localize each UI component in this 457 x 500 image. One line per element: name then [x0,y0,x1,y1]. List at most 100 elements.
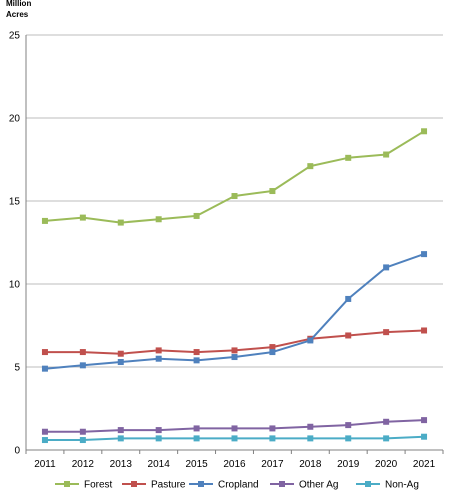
x-tick-label-2013: 2013 [110,459,133,470]
point-pasture-2021 [421,327,428,334]
y-tick-label-0: 0 [14,446,20,457]
legend-marker-cropland [198,481,204,487]
point-other-ag-2019 [345,422,352,429]
point-non-ag-2014 [155,435,162,442]
point-non-ag-2018 [307,435,314,442]
point-pasture-2016 [231,347,238,354]
point-non-ag-2017 [269,435,276,442]
point-forest-2017 [269,188,276,195]
point-cropland-2017 [269,349,276,356]
point-non-ag-2016 [231,435,238,442]
legend-marker-pasture [131,481,137,487]
legend-entry-pasture: Pasture [122,480,186,491]
point-pasture-2017 [269,344,276,351]
legend-label-pasture: Pasture [151,480,186,491]
point-cropland-2013 [117,359,124,366]
legend-marker-forest [64,481,70,487]
x-tick-label-2019: 2019 [337,459,360,470]
legend-label-non-ag: Non-Ag [385,480,419,491]
point-non-ag-2015 [193,435,200,442]
y-tick-label-10: 10 [9,280,21,291]
point-cropland-2021 [421,251,428,258]
series-non-ag [41,433,428,444]
series-forest [41,128,428,226]
x-tick-label-2016: 2016 [223,459,246,470]
point-other-ag-2013 [117,427,124,434]
point-forest-2018 [307,163,314,170]
point-cropland-2020 [383,264,390,271]
y-axis-label: Million Acres [6,0,31,19]
legend: Forest Pasture Cropland Other Ag Non-Ag [55,480,419,491]
x-tick-label-2012: 2012 [72,459,95,470]
series-pasture [41,327,428,357]
point-non-ag-2011 [41,437,48,444]
point-non-ag-2012 [79,437,86,444]
point-forest-2014 [155,216,162,223]
series [41,128,428,444]
point-pasture-2019 [345,332,352,339]
point-other-ag-2017 [269,425,276,432]
x-tick-labels: 2011 2012 2013 2014 2015 2016 2017 2018 2019 2020… [34,459,435,470]
point-forest-2019 [345,154,352,161]
legend-marker-non-ag [365,481,371,487]
legend-label-forest: Forest [84,480,113,491]
series-cropland [41,251,428,372]
point-cropland-2016 [231,354,238,361]
point-forest-2021 [421,128,428,135]
legend-marker-other-ag [279,481,285,487]
point-pasture-2015 [193,349,200,356]
point-non-ag-2021 [421,433,428,440]
legend-label-cropland: Cropland [218,480,259,491]
point-other-ag-2011 [41,428,48,435]
legend-label-other-ag: Other Ag [299,480,338,491]
point-non-ag-2020 [383,435,390,442]
point-other-ag-2016 [231,425,238,432]
point-forest-2011 [41,217,48,224]
point-pasture-2020 [383,329,390,336]
y-tick-label-25: 25 [9,31,21,42]
y-tick-label-15: 15 [9,197,21,208]
point-non-ag-2013 [117,435,124,442]
point-other-ag-2018 [307,423,314,430]
legend-entry-cropland: Cropland [189,480,259,491]
point-forest-2012 [79,214,86,221]
point-cropland-2012 [79,362,86,369]
series-other-ag [41,417,428,435]
point-other-ag-2014 [155,427,162,434]
y-tick-labels: 0 5 10 15 20 25 [9,31,21,457]
y-tick-label-20: 20 [9,114,21,125]
x-tick-label-2014: 2014 [148,459,171,470]
legend-entry-other-ag: Other Ag [270,480,338,491]
point-other-ag-2015 [193,425,200,432]
point-other-ag-2012 [79,428,86,435]
x-tick-label-2015: 2015 [185,459,208,470]
point-cropland-2011 [41,365,48,372]
y-axis-label-line-2: Acres [6,10,29,19]
x-tick-label-2021: 2021 [413,459,436,470]
point-forest-2013 [117,219,124,226]
point-forest-2015 [193,212,200,219]
gridlines [26,34,443,368]
x-tick-label-2020: 2020 [375,459,398,470]
legend-entry-forest: Forest [55,480,113,491]
point-pasture-2012 [79,349,86,356]
axes [25,35,444,454]
y-tick-label-5: 5 [14,363,20,374]
series-line-forest [44,130,425,224]
point-other-ag-2020 [383,418,390,425]
point-forest-2020 [383,151,390,158]
legend-entry-non-ag: Non-Ag [356,480,419,491]
point-cropland-2019 [345,295,352,302]
x-tick-label-2018: 2018 [299,459,322,470]
point-pasture-2011 [41,349,48,356]
point-non-ag-2019 [345,435,352,442]
point-forest-2016 [231,193,238,200]
point-other-ag-2021 [421,417,428,424]
point-cropland-2015 [193,357,200,364]
point-cropland-2014 [155,355,162,362]
point-pasture-2013 [117,350,124,357]
x-tick-label-2011: 2011 [34,459,56,470]
point-pasture-2014 [155,347,162,354]
